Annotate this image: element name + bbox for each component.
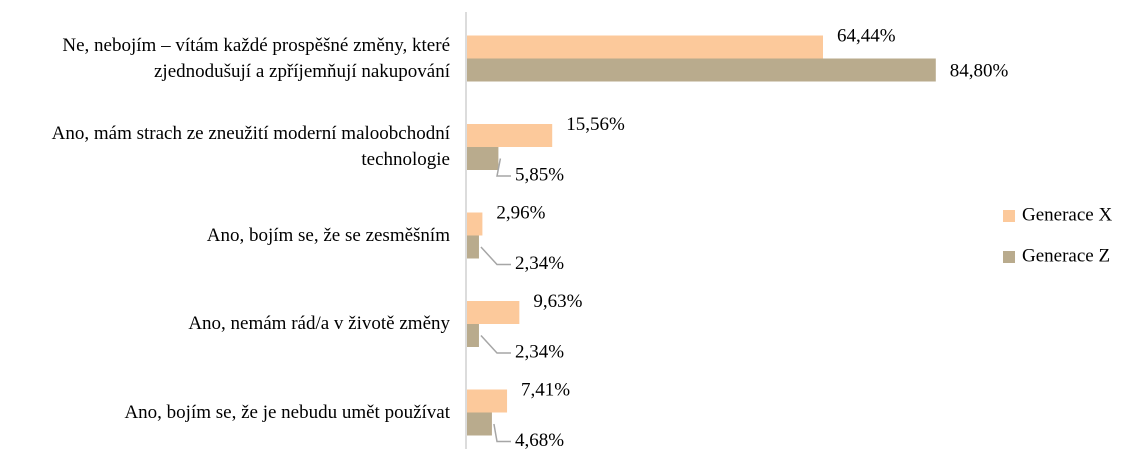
- legend-label: Generace Z: [1022, 245, 1110, 266]
- bar: [467, 147, 499, 170]
- value-label: 64,44%: [837, 25, 896, 46]
- category-label: Ano, mám strach ze zneužití moderní malo…: [51, 123, 450, 170]
- bar: [467, 412, 492, 436]
- category-label: Ano, bojím se, že je nebudu umět používa…: [124, 401, 450, 423]
- bar: [467, 124, 553, 147]
- bar: [467, 58, 936, 82]
- value-label: 5,85%: [515, 164, 564, 185]
- bar: [467, 301, 520, 324]
- leader-line: [493, 423, 511, 443]
- bar: [467, 235, 479, 259]
- value-label: 2,34%: [515, 341, 564, 362]
- value-label: 9,63%: [533, 291, 582, 312]
- value-label: 7,41%: [521, 379, 570, 400]
- legend-swatch: [1003, 210, 1015, 222]
- bar: [467, 35, 823, 59]
- value-label: 4,68%: [515, 430, 564, 449]
- bar: [467, 389, 508, 413]
- category-label: Ne, nebojím – vítám každé prospěšné změn…: [62, 34, 450, 82]
- value-label: 2,34%: [515, 253, 564, 274]
- category-label: Ano, bojím se, že se zesměšním: [206, 224, 450, 246]
- value-label: 15,56%: [566, 114, 625, 135]
- legend-swatch: [1003, 251, 1015, 263]
- value-label: 2,96%: [496, 202, 545, 223]
- leader-line: [480, 334, 511, 354]
- category-label: Ano, nemám rád/a v životě změny: [188, 313, 450, 334]
- leader-line: [480, 246, 511, 266]
- leader-line: [496, 158, 511, 177]
- bar: [467, 212, 483, 236]
- legend-label: Generace X: [1022, 204, 1112, 225]
- bar: [467, 324, 479, 347]
- value-label: 84,80%: [950, 60, 1009, 81]
